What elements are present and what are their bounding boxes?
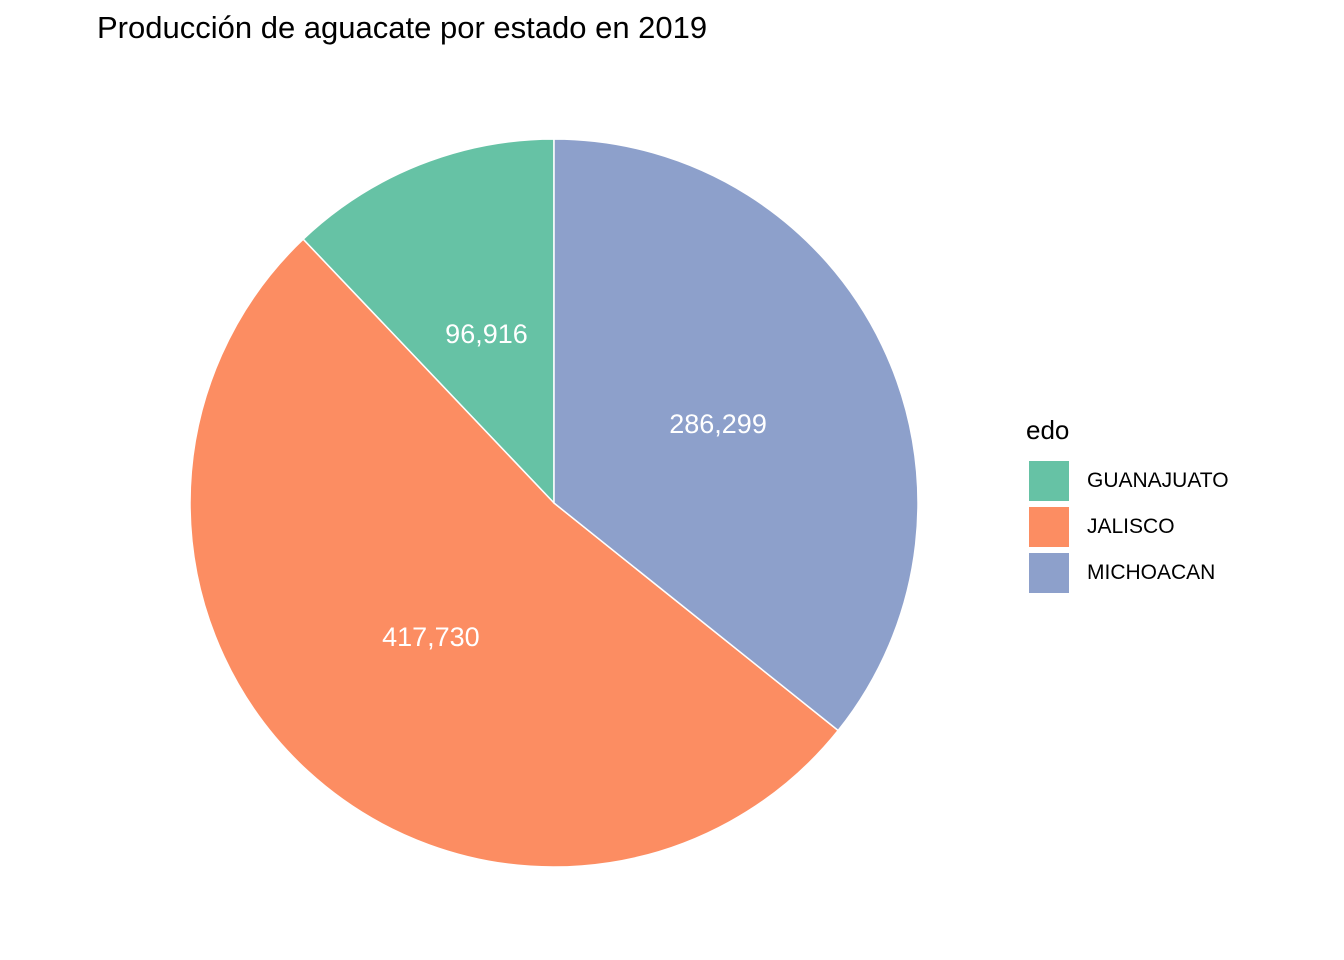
legend-item-michoacan: MICHOACAN bbox=[1026, 550, 1229, 596]
legend-label-jalisco: JALISCO bbox=[1087, 515, 1175, 538]
slice-label-jalisco: 417,730 bbox=[382, 622, 480, 652]
pie-slice-guanajuato bbox=[302, 138, 555, 505]
legend: edo GUANAJUATO JALISCO MICHOACAN bbox=[1026, 412, 1229, 596]
legend-item-guanajuato: GUANAJUATO bbox=[1026, 458, 1229, 504]
legend-title: edo bbox=[1026, 415, 1070, 445]
pie-slice-michoacan bbox=[553, 138, 919, 732]
pie-slice-jalisco bbox=[189, 238, 840, 868]
slice-label-guanajuato: 96,916 bbox=[445, 319, 528, 349]
legend-key-jalisco bbox=[1029, 507, 1069, 547]
legend-label-michoacan: MICHOACAN bbox=[1087, 561, 1216, 584]
legend-key-guanajuato bbox=[1029, 461, 1069, 501]
slice-label-michoacan: 286,299 bbox=[669, 409, 767, 439]
legend-label-guanajuato: GUANAJUATO bbox=[1087, 469, 1229, 492]
legend-key-michoacan bbox=[1029, 553, 1069, 593]
chart-title: Producción de aguacate por estado en 201… bbox=[97, 10, 708, 45]
legend-item-jalisco: JALISCO bbox=[1026, 504, 1229, 550]
